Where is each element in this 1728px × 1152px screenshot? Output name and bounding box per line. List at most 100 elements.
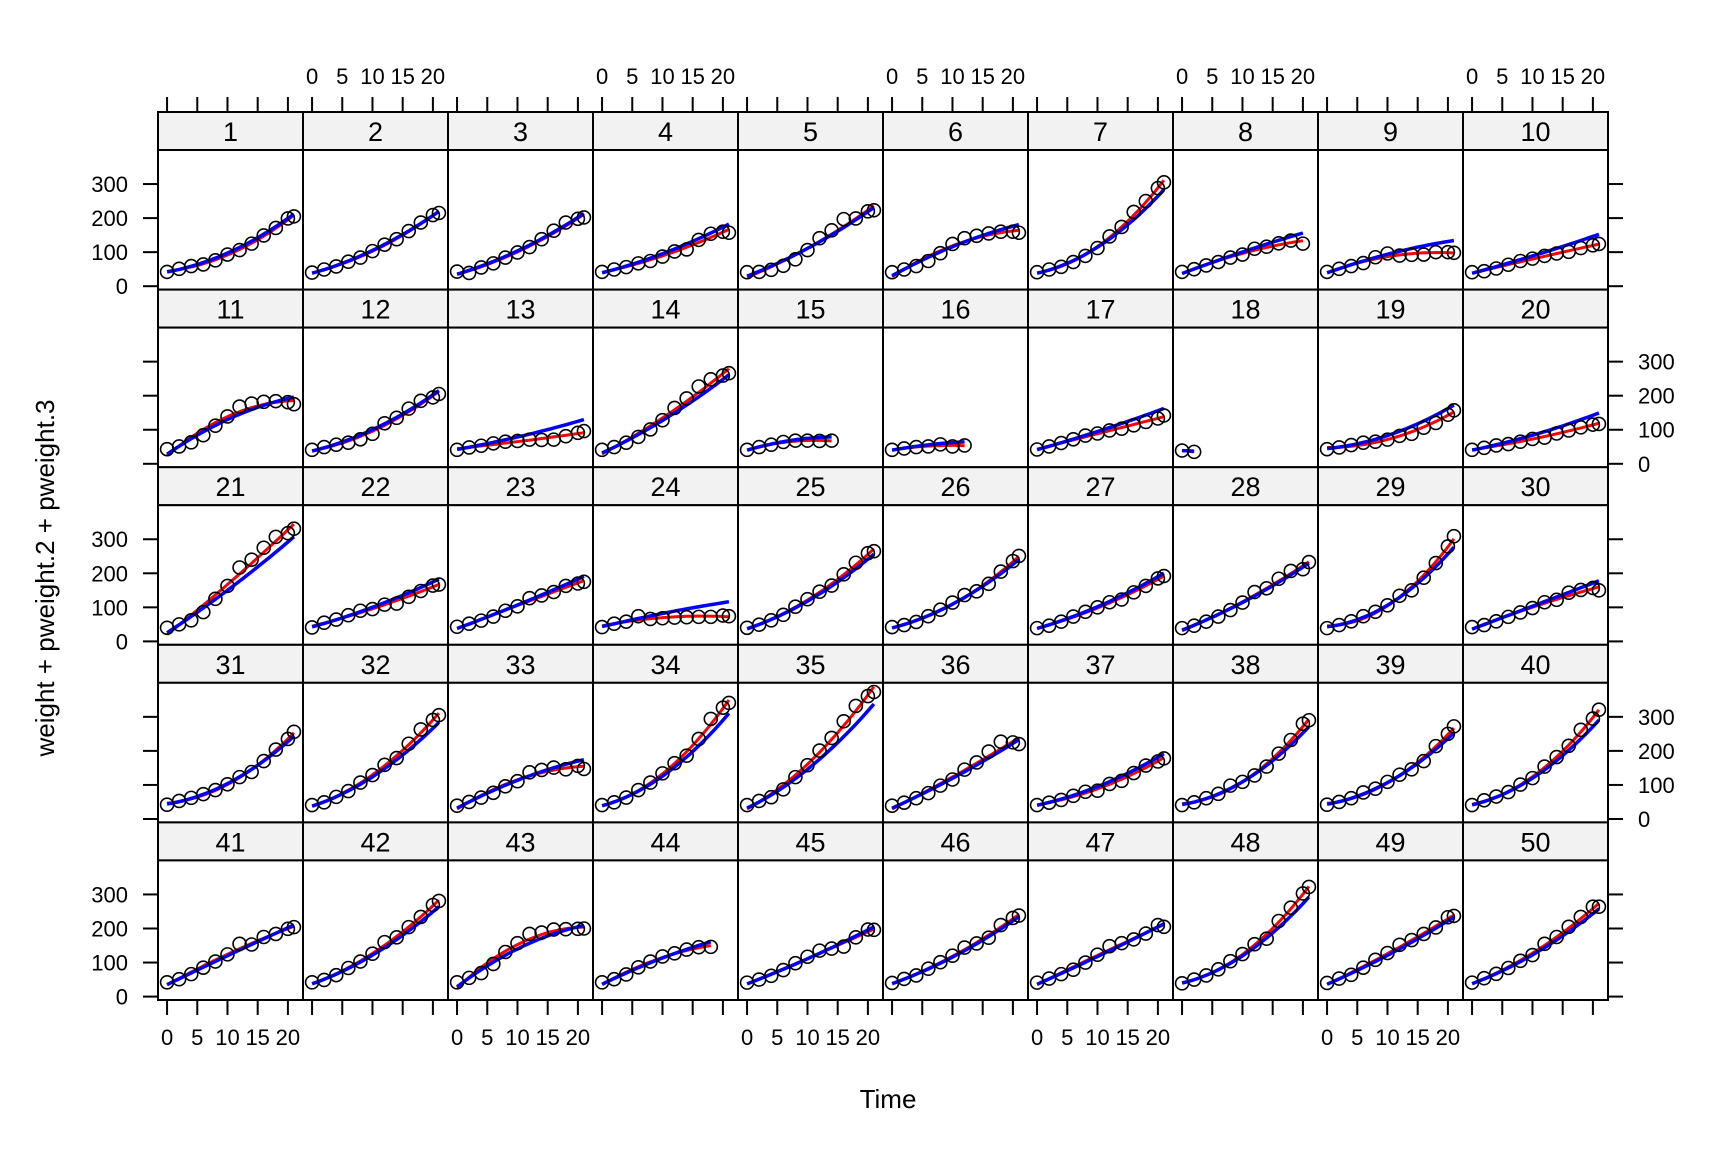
data-point [377, 237, 392, 252]
x-tick-label: 20 [856, 1025, 880, 1050]
data-point [431, 577, 447, 592]
data-point [800, 242, 815, 258]
data-point [691, 731, 707, 747]
panel-32: 32 [302, 643, 449, 824]
data-point [328, 259, 344, 274]
data-point [1525, 600, 1540, 616]
x-tick-label: 5 [336, 64, 348, 89]
data-point [1591, 583, 1607, 598]
pweight3-line [1036, 188, 1166, 275]
panel-46: 46 [882, 821, 1029, 1002]
pweight3-line [1181, 895, 1311, 985]
data-point [606, 795, 622, 810]
data-point [1186, 444, 1202, 460]
data-point [413, 909, 429, 925]
data-point [812, 584, 827, 599]
x-tick-label: 15 [680, 64, 704, 89]
data-point [1078, 955, 1093, 970]
data-point [715, 224, 731, 240]
data-point [824, 578, 839, 593]
strip-label: 24 [650, 472, 680, 502]
data-point [576, 921, 592, 936]
data-point [1591, 702, 1607, 717]
data-point [1549, 592, 1564, 608]
x-tick-label: 10 [1375, 1025, 1399, 1050]
data-point [1283, 900, 1299, 916]
data-point [183, 435, 199, 450]
data-point [788, 769, 803, 785]
data-point [1138, 578, 1154, 594]
y-tick-label: 200 [1638, 384, 1675, 409]
data-point [981, 576, 997, 592]
panel-35: 35 [737, 643, 884, 824]
data-point [268, 742, 284, 757]
data-point [1011, 736, 1027, 752]
data-point [413, 215, 429, 230]
y-tick-label: 100 [91, 240, 128, 265]
data-point [981, 930, 997, 945]
panel-34: 34 [592, 643, 739, 824]
panel-44: 44 [592, 821, 739, 1002]
data-point [401, 401, 417, 416]
strip [882, 643, 1029, 684]
data-point [1392, 937, 1407, 953]
strip-label: 12 [360, 295, 390, 325]
data-point [606, 971, 622, 987]
data-point [1591, 899, 1607, 915]
strip-label: 43 [505, 827, 535, 857]
strip-label: 13 [505, 295, 535, 325]
panel-26: 26 [882, 466, 1029, 646]
data-point [1090, 783, 1105, 799]
strip-label: 33 [505, 650, 535, 680]
data-point [703, 711, 719, 727]
data-point [220, 947, 235, 962]
strip [1317, 643, 1464, 684]
data-point [256, 753, 272, 769]
data-point [1428, 415, 1444, 431]
data-point [848, 555, 864, 571]
panel-frame [1317, 326, 1464, 469]
panel-frame [447, 326, 594, 469]
pweight3-line [456, 212, 585, 276]
panel-4: 4 [592, 111, 739, 291]
strip [882, 466, 1029, 507]
data-point [1011, 225, 1027, 241]
data-point [776, 607, 791, 623]
pweight3-line [311, 209, 440, 275]
x-tick-label: 15 [970, 64, 994, 89]
data-point [1446, 528, 1462, 544]
data-point [1446, 245, 1462, 261]
y-tick-label: 0 [1638, 807, 1650, 832]
data-point [908, 258, 924, 274]
pweight3-line [891, 440, 965, 452]
pweight3-line [1036, 922, 1165, 986]
strip-label: 6 [948, 117, 963, 147]
data-point [945, 439, 960, 454]
data-point [1428, 920, 1444, 935]
strip-label: 18 [1230, 295, 1260, 325]
x-tick-label: 10 [1230, 64, 1254, 89]
data-point [1416, 753, 1432, 769]
data-point [933, 778, 948, 793]
strip-label: 31 [215, 650, 245, 680]
data-point [655, 766, 670, 781]
data-point [244, 764, 259, 780]
x-tick-label: 10 [1520, 64, 1544, 89]
x-tick-label: 15 [535, 1025, 559, 1050]
data-point [933, 245, 948, 261]
pweight3-line [746, 702, 876, 810]
data-point [1271, 571, 1287, 587]
strip-label: 9 [1383, 117, 1398, 147]
data-point [353, 250, 368, 265]
data-point [365, 426, 380, 442]
data-point [220, 578, 235, 594]
data-point [286, 209, 302, 224]
data-point [1380, 598, 1395, 613]
data-point [800, 949, 815, 965]
data-point [1591, 416, 1607, 432]
data-point [328, 789, 344, 805]
data-point [1356, 255, 1371, 271]
data-point [848, 211, 864, 226]
x-tick-label: 20 [276, 1025, 300, 1050]
pweight3-line [746, 206, 875, 278]
